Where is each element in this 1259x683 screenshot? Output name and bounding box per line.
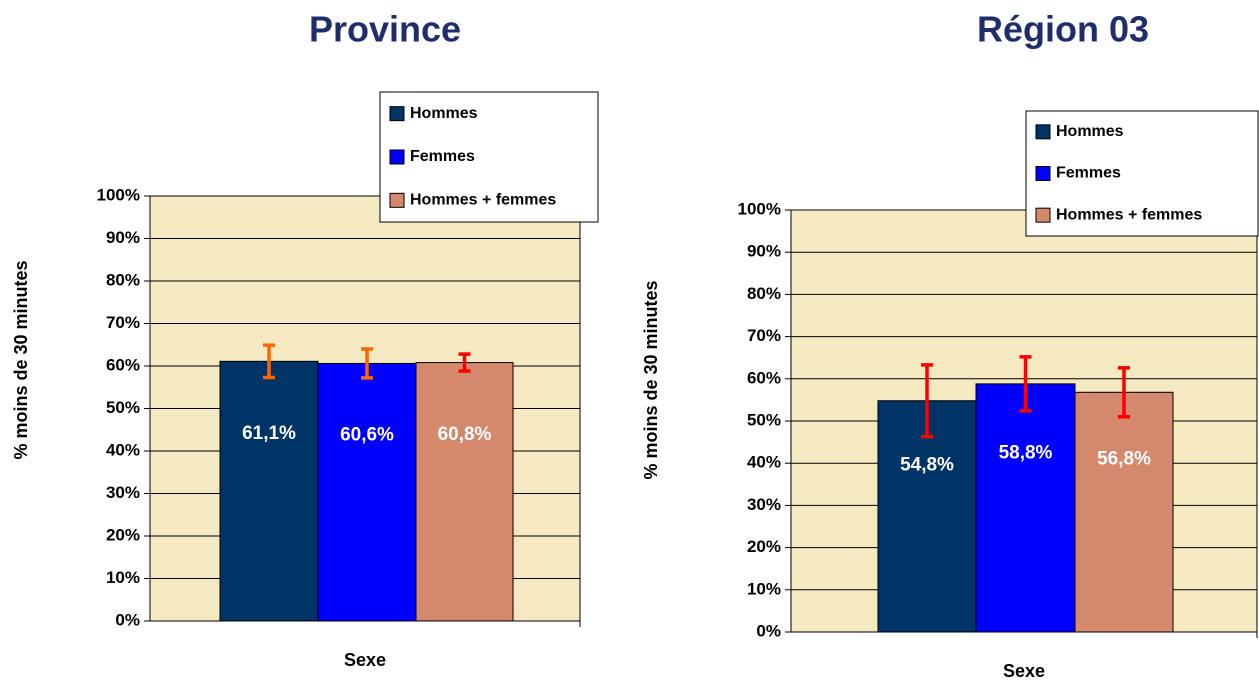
value-label: 60,8% <box>438 424 492 445</box>
y-tick-label: 50% <box>747 410 781 429</box>
legend-swatch <box>1035 166 1051 181</box>
y-tick-label: 0% <box>756 621 781 640</box>
y-tick-label: 10% <box>747 579 781 598</box>
y-tick-label: 50% <box>106 398 140 417</box>
legend-label: Femmes <box>410 148 475 165</box>
error-bar <box>458 352 471 373</box>
value-label: 54,8% <box>900 455 954 476</box>
y-tick-label: 40% <box>747 453 781 472</box>
y-tick-label: 90% <box>106 228 140 247</box>
error-bar <box>361 347 373 380</box>
value-label: 56,8% <box>1097 448 1151 469</box>
chart-title: Région 03 <box>977 9 1149 50</box>
bar <box>415 362 514 622</box>
legend-label: Hommes + femmes <box>1056 206 1202 223</box>
value-label: 61,1% <box>242 423 296 444</box>
legend <box>379 91 599 223</box>
y-tick-label: 10% <box>106 568 140 587</box>
legend-swatch <box>389 149 405 165</box>
y-tick-label: 40% <box>106 440 140 459</box>
bar <box>219 360 319 622</box>
legend-swatch <box>1035 124 1051 140</box>
bar <box>1074 391 1174 633</box>
bar <box>877 400 977 633</box>
y-tick-label: 20% <box>106 525 140 544</box>
error-bar <box>1019 355 1032 413</box>
y-tick-label: 30% <box>106 483 140 502</box>
y-axis-label: % moins de 30 minutes <box>11 260 31 459</box>
bar <box>317 362 417 622</box>
legend-label: Hommes <box>410 105 478 122</box>
y-tick-label: 100% <box>738 199 781 218</box>
legend-swatch <box>389 106 405 122</box>
chart-title: Province <box>309 9 461 50</box>
legend-label: Hommes + femmes <box>410 192 556 209</box>
value-label: 58,8% <box>999 442 1053 463</box>
y-tick-label: 30% <box>747 495 781 514</box>
y-tick-label: 70% <box>747 326 781 345</box>
x-axis-label: Sexe <box>344 650 386 670</box>
y-tick-label: 100% <box>97 185 140 204</box>
value-label: 60,6% <box>340 425 394 446</box>
legend-label: Hommes <box>1056 123 1124 140</box>
legend-swatch <box>1035 207 1051 223</box>
y-tick-label: 80% <box>106 270 140 289</box>
y-axis-label: % moins de 30 minutes <box>641 280 661 479</box>
y-tick-label: 80% <box>747 284 781 303</box>
legend <box>1025 110 1259 237</box>
error-bar <box>1118 366 1130 419</box>
y-tick-label: 20% <box>747 537 781 556</box>
error-bar <box>921 363 933 439</box>
y-tick-label: 60% <box>747 368 781 387</box>
y-tick-label: 70% <box>106 313 140 332</box>
legend-label: Femmes <box>1056 165 1121 182</box>
y-tick-label: 0% <box>115 610 140 629</box>
bar <box>975 383 1076 633</box>
legend-swatch <box>389 192 405 208</box>
y-tick-label: 90% <box>747 242 781 261</box>
y-tick-label: 60% <box>106 355 140 374</box>
error-bar <box>263 343 275 380</box>
x-axis-label: Sexe <box>1003 661 1045 681</box>
